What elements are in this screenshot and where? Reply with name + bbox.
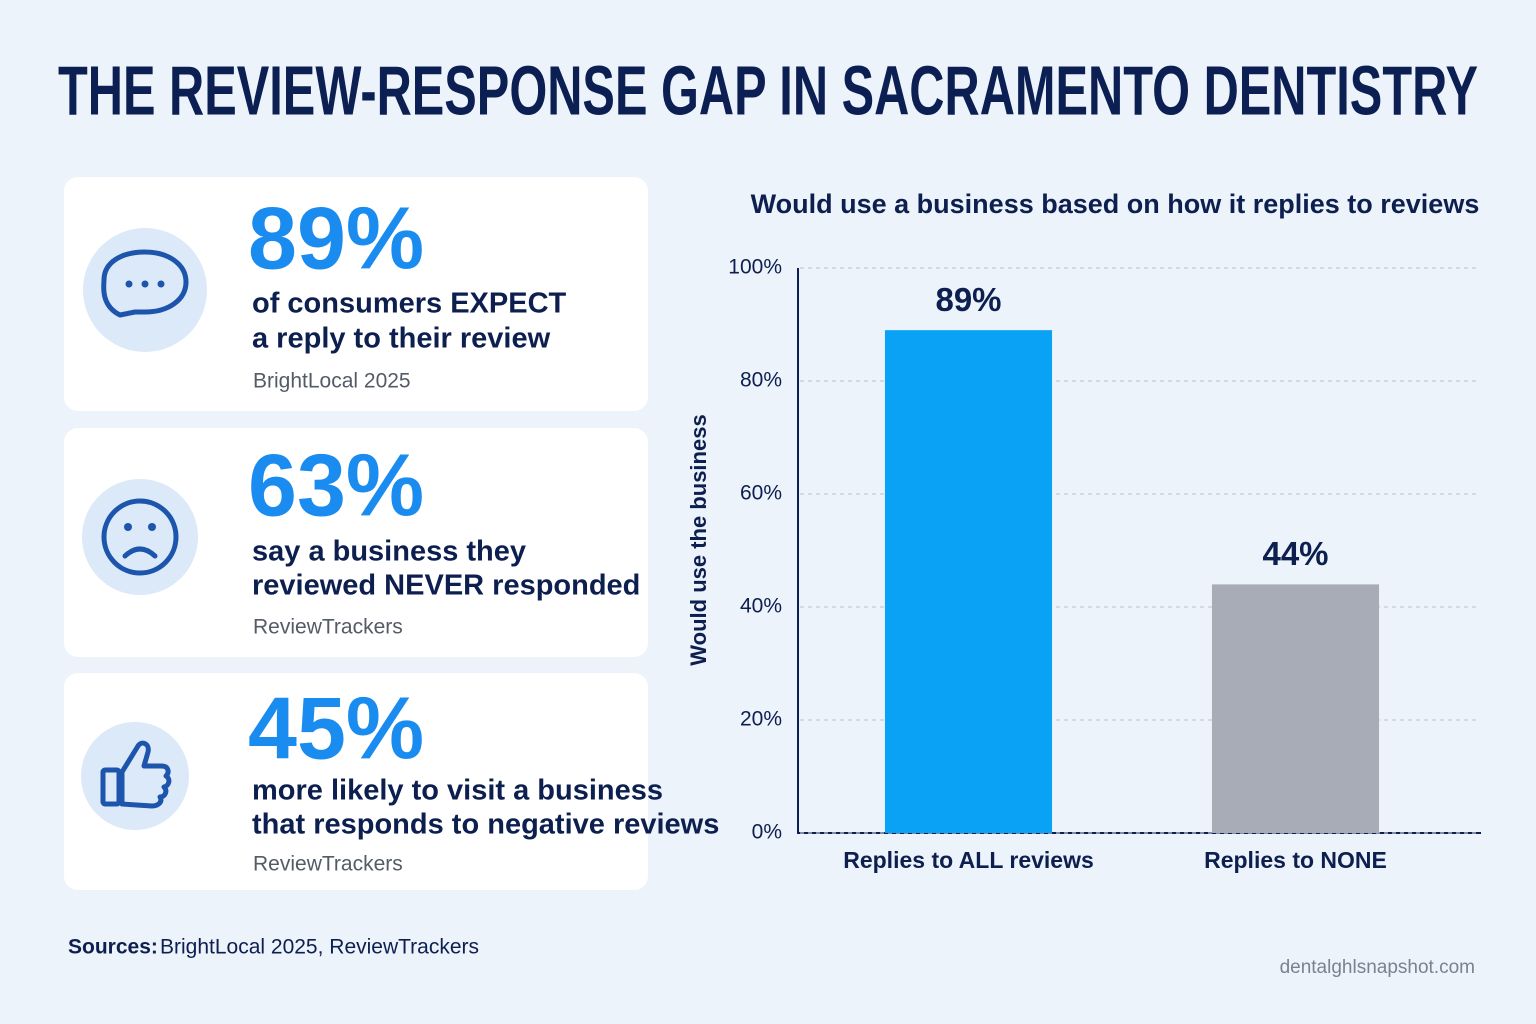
x-tick-label: Replies to NONE: [1204, 847, 1387, 873]
page-title: THE REVIEW-RESPONSE GAP IN SACRAMENTO DE…: [58, 51, 1478, 129]
stat-text: of consumers EXPECT: [252, 288, 567, 320]
y-tick-label: 60%: [740, 482, 782, 505]
stat-text: a reply to their review: [252, 323, 551, 355]
y-tick-label: 20%: [740, 708, 782, 731]
stat-value: 63%: [248, 435, 424, 534]
icon-circle: [82, 479, 198, 595]
thumbs-up-icon: [100, 740, 172, 809]
bar: [884, 330, 1053, 833]
stat-card: [64, 673, 648, 890]
stat-text: that responds to negative reviews: [252, 809, 719, 841]
stat-value: 45%: [248, 678, 424, 777]
y-tick-label: 40%: [740, 595, 782, 618]
stat-text: reviewed NEVER responded: [252, 570, 640, 602]
value-label: 89%: [935, 281, 1001, 318]
y-tick-label: 80%: [740, 369, 782, 392]
sources-label: Sources:: [68, 936, 158, 959]
footer: dentalghlsnapshot.com: [1280, 957, 1475, 978]
stat-card: [64, 177, 648, 411]
chart-title: Would use a business based on how it rep…: [751, 189, 1480, 219]
stat-text: say a business they: [252, 536, 526, 568]
chat-icon: [101, 249, 189, 318]
stat-card: [64, 428, 648, 657]
sources-text: BrightLocal 2025, ReviewTrackers: [160, 936, 479, 959]
stat-text: more likely to visit a business: [252, 775, 663, 807]
bar: [1211, 584, 1380, 833]
sad-face-icon: [101, 498, 179, 576]
y-axis-label: Would use the business: [686, 414, 711, 665]
stat-source: ReviewTrackers: [253, 853, 403, 876]
stat-source: ReviewTrackers: [253, 616, 403, 639]
x-tick-label: Replies to ALL reviews: [843, 847, 1094, 873]
y-tick-label: 100%: [728, 256, 782, 279]
icon-circle: [81, 722, 189, 830]
stat-value: 89%: [248, 188, 424, 287]
y-tick-label: 0%: [752, 821, 782, 844]
stat-source: BrightLocal 2025: [253, 370, 411, 393]
value-label: 44%: [1262, 535, 1328, 572]
